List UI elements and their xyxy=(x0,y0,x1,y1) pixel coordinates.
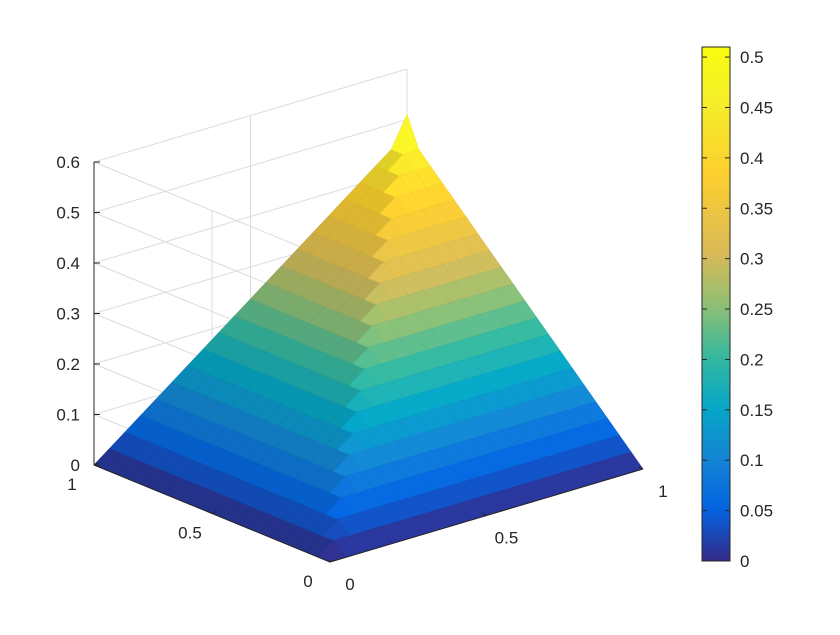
colorbar-tick-label: 0 xyxy=(740,552,749,571)
colorbar-tick-label: 0.05 xyxy=(740,502,773,521)
x-tick-label: 1 xyxy=(658,482,667,501)
y-tick-label: 1 xyxy=(67,475,76,494)
y-tick xyxy=(93,462,99,466)
z-tick-label: 0.4 xyxy=(56,254,80,273)
z-tick-label: 0.2 xyxy=(56,355,80,374)
x-tick xyxy=(482,513,487,516)
y-tick-label: 0 xyxy=(303,572,312,591)
colorbar-bar xyxy=(701,46,731,562)
z-tick-label: 0.5 xyxy=(56,204,80,223)
colorbar-tick-label: 0.2 xyxy=(740,350,764,369)
z-tick-label: 0.6 xyxy=(56,153,80,172)
colorbar-tick-label: 0.45 xyxy=(740,98,773,117)
z-tick-label: 0.1 xyxy=(56,406,80,425)
colorbar-tick-label: 0.5 xyxy=(740,48,764,67)
y-tick-label: 0.5 xyxy=(178,524,202,543)
y-tick xyxy=(329,559,335,563)
x-tick xyxy=(638,466,644,470)
y-tick xyxy=(211,511,217,514)
colorbar-tick-label: 0.3 xyxy=(740,250,764,269)
colorbar-tick-label: 0.15 xyxy=(740,401,773,420)
colorbar-tick-label: 0.25 xyxy=(740,300,773,319)
colorbar-tick-label: 0.35 xyxy=(740,199,773,218)
surface-patch xyxy=(390,114,420,155)
z-tick-label: 0.3 xyxy=(56,305,80,324)
colorbar-tick-label: 0.4 xyxy=(740,149,764,168)
colorbar-tick-label: 0.1 xyxy=(740,451,764,470)
x-tick-label: 0.5 xyxy=(495,529,519,548)
colorbar: 0 0.05 0.1 0.15 0.2 0.25 0.3 0.35 0.4 0.45 0.5 xyxy=(701,46,773,571)
x-tick-label: 0 xyxy=(345,575,354,594)
surface xyxy=(93,114,644,563)
z-tick-label: 0 xyxy=(71,456,80,475)
